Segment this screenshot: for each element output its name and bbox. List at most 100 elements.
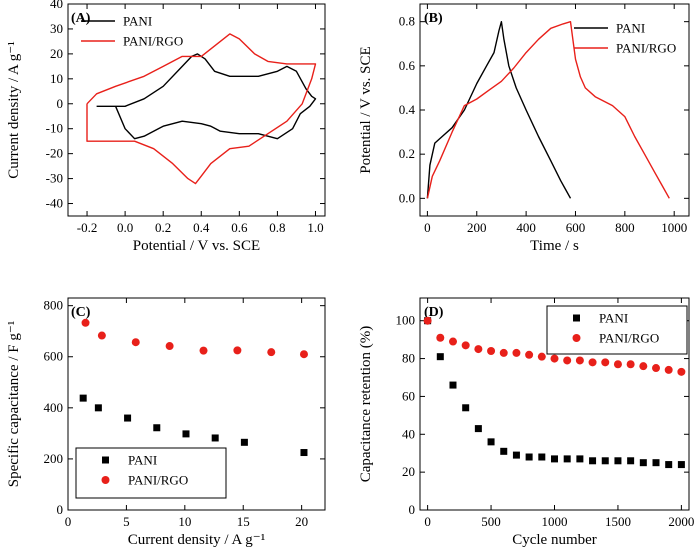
x-tick-label: 0 [424,514,431,529]
data-point [500,447,508,455]
y-tick-label: 0.8 [399,14,415,29]
x-tick-label: 0.8 [269,220,285,235]
data-point [436,353,444,361]
y-tick-label: 0.0 [399,190,415,205]
x-tick-label: 0.2 [155,220,171,235]
series-line [426,21,572,199]
data-point [639,459,647,467]
y-axis-label: Capacitance retention (%) [358,326,374,483]
y-tick-label: 600 [44,349,64,364]
y-tick-label: 400 [44,400,64,415]
data-point [601,358,610,367]
x-tick-label: 0 [424,220,431,235]
x-tick-label: 500 [481,514,501,529]
plot-frame [67,3,326,217]
y-tick-label: 30 [50,21,63,36]
legend-label: PANI [128,453,157,468]
data-point [153,424,161,432]
data-point [652,459,660,467]
legend-swatch [101,476,110,484]
y-tick-label: 0 [409,502,416,517]
y-tick-label: 200 [44,451,64,466]
y-tick-label: 100 [396,313,416,328]
y-tick-label: 80 [402,351,415,366]
panel-b: 0 200 400 600 800 1000 0.0 0.2 0.4 0.6 0.8 Time / s… [358,3,690,254]
y-tick-label: 40 [402,426,415,441]
data-point [575,356,584,365]
y-tick-label: 20 [402,464,415,479]
x-tick-label: 200 [467,220,487,235]
data-point [81,318,90,327]
legend-label: PANI [123,14,152,29]
data-point [299,350,308,359]
y-tick-label: 0.6 [399,58,416,73]
legend-label: PANI [616,21,645,36]
data-point [199,346,208,355]
x-tick-label: 600 [566,220,586,235]
data-point [474,425,482,433]
x-tick-label: 1.0 [307,220,323,235]
data-point [613,360,622,369]
legend-label: PANI/RGO [616,41,676,56]
x-axis-label: Potential / V vs. SCE [133,238,260,254]
x-tick-label: 10 [178,514,191,529]
data-point [165,342,174,351]
data-point [462,404,470,412]
y-axis-label: Current density / A g⁻¹ [6,41,22,178]
data-point [665,461,673,469]
data-point [461,341,470,350]
data-point [233,346,242,355]
data-point [652,364,661,373]
data-point [525,350,534,359]
data-point [538,453,546,461]
data-point [94,404,102,412]
legend-label: PANI/RGO [123,34,183,49]
x-tick-label: 0.6 [231,220,248,235]
x-tick-label: 20 [295,514,308,529]
legend: PANI PANI/RGO [75,447,227,499]
data-point [525,453,533,461]
y-tick-label: -10 [46,121,63,136]
legend-swatch [572,334,581,342]
plot-frame [67,297,326,511]
x-tick-label: 400 [516,220,536,235]
data-point [267,348,276,357]
data-point [677,461,685,469]
y-tick-label: -30 [46,171,63,186]
data-point [423,316,432,325]
data-point [563,356,572,365]
legend-label: PANI [599,311,628,326]
x-tick-label: 2000 [668,514,694,529]
legend: PANI PANI/RGO [81,14,183,49]
legend: PANI PANI/RGO [546,305,688,355]
legend-label: PANI/RGO [599,331,659,346]
data-point [182,430,190,438]
y-tick-label: 0 [57,502,64,517]
y-tick-label: 0.4 [399,102,416,117]
x-tick-label: -0.2 [77,220,98,235]
data-point [448,337,457,346]
y-tick-label: 10 [50,71,63,86]
legend-swatch [573,314,580,322]
data-point [677,367,686,376]
y-tick-label: -20 [46,146,63,161]
panel-label: (D) [424,305,444,320]
data-point [537,352,546,361]
data-point [512,451,520,459]
legend: PANI PANI/RGO [574,21,676,56]
y-tick-label: 800 [44,298,64,313]
data-point [588,358,597,367]
data-point [300,449,308,457]
data-point [499,348,508,357]
data-point [614,457,622,465]
plot-frame [419,3,690,217]
x-tick-label: 1500 [605,514,631,529]
panel-label: (A) [71,11,91,26]
data-point [211,434,219,442]
x-tick-label: 1000 [542,514,568,529]
y-tick-label: 20 [50,46,63,61]
x-axis-label: Cycle number [512,532,597,548]
y-tick-label: 60 [402,388,415,403]
data-point [474,345,483,354]
